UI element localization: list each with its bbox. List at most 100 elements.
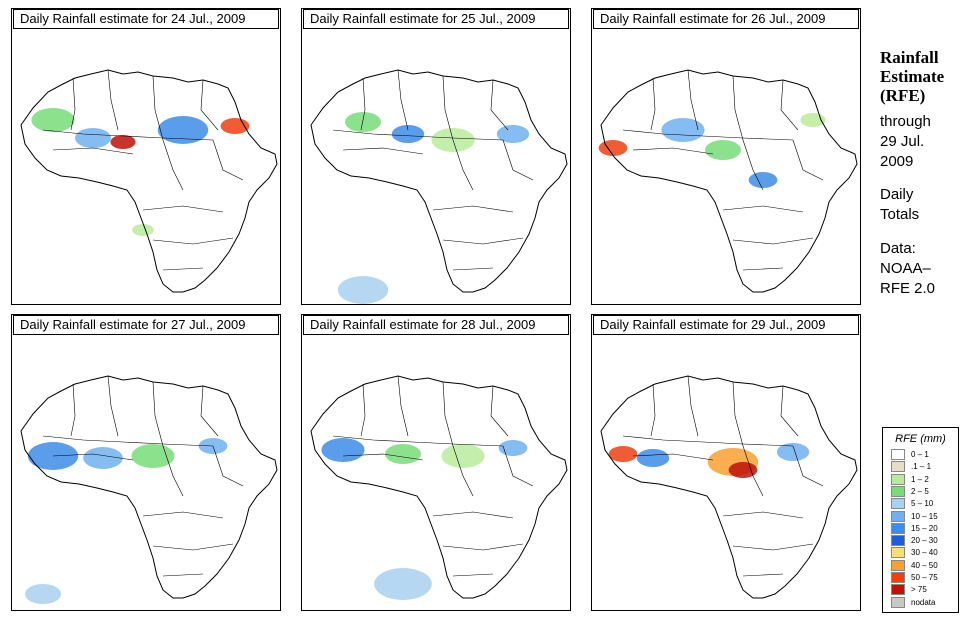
totals-text: Daily Totals — [880, 185, 966, 225]
country-border — [360, 77, 366, 131]
rainfall-area — [131, 444, 175, 468]
rainfall-area — [391, 125, 425, 143]
caption-title-line: (RFE) — [880, 86, 926, 105]
legend-swatch — [891, 473, 905, 485]
country-border — [650, 77, 656, 131]
country-border — [107, 375, 119, 437]
country-border — [42, 435, 214, 447]
legend-label: 2 – 5 — [911, 486, 929, 496]
country-border — [502, 139, 534, 181]
country-border — [442, 237, 524, 245]
legend-label: > 75 — [911, 585, 927, 595]
africa-rainfall-map — [310, 69, 568, 304]
country-border — [722, 205, 804, 213]
country-border — [452, 267, 494, 271]
country-border — [622, 129, 794, 141]
map-panel-26jul: Daily Rainfall estimate for 26 Jul., 200… — [591, 8, 861, 305]
rainfall-area — [598, 140, 628, 156]
country-border — [490, 79, 509, 131]
africa-rainfall-map — [310, 375, 568, 600]
legend-label: 30 – 40 — [911, 548, 938, 558]
coastline — [310, 69, 568, 293]
legend-swatch — [891, 559, 905, 571]
rainfall-area — [31, 108, 75, 132]
country-border — [452, 445, 474, 497]
legend-swatch — [891, 522, 905, 534]
data-source-text: Data: NOAA– RFE 2.0 — [880, 239, 966, 299]
country-border — [792, 445, 824, 487]
country-border — [42, 129, 214, 141]
country-border — [650, 383, 656, 437]
rainfall-area — [636, 449, 670, 467]
country-border — [732, 381, 744, 447]
legend-label: 1 – 2 — [911, 474, 929, 484]
rainfall-area — [661, 118, 705, 142]
country-border — [152, 381, 164, 447]
legend-swatch — [891, 485, 905, 497]
country-border — [722, 511, 804, 519]
rainfall-area — [345, 112, 381, 132]
rainfall-area — [800, 113, 826, 127]
rainfall-area — [705, 140, 741, 160]
end-year: 2009 — [880, 153, 914, 170]
panel-title: Daily Rainfall estimate for 27 Jul., 200… — [13, 315, 279, 335]
country-border — [732, 543, 814, 551]
legend-label: 50 – 75 — [911, 573, 938, 582]
country-border — [780, 79, 799, 131]
rainfall-area — [496, 125, 530, 143]
country-border — [212, 139, 244, 181]
country-border — [200, 79, 219, 131]
date-range-text: through 29 Jul. 2009 — [880, 112, 966, 172]
caption-title-line: Rainfall — [880, 48, 939, 67]
rainfall-area — [75, 128, 111, 148]
country-border — [142, 205, 224, 213]
country-border — [152, 543, 234, 551]
country-border — [442, 381, 454, 447]
country-border — [200, 385, 219, 437]
map-panel-24jul: Daily Rainfall estimate for 24 Jul., 200… — [11, 8, 281, 305]
data-source: NOAA– — [880, 260, 931, 277]
figure-caption: Rainfall Estimate (RFE) through 29 Jul. … — [880, 48, 966, 299]
legend-swatch — [891, 510, 905, 522]
country-border — [742, 445, 764, 497]
panel-title: Daily Rainfall estimate for 26 Jul., 200… — [593, 9, 859, 29]
rainfall-area — [83, 447, 123, 469]
country-border — [70, 77, 76, 131]
africa-rainfall-map — [20, 69, 278, 293]
coastline — [310, 375, 568, 599]
panel-title: Daily Rainfall estimate for 24 Jul., 200… — [13, 9, 279, 29]
panel-title: Daily Rainfall estimate for 28 Jul., 200… — [303, 315, 569, 335]
through-label: through — [880, 113, 931, 130]
country-border — [152, 237, 234, 245]
country-border — [632, 147, 714, 155]
country-border — [162, 139, 184, 191]
rainfall-area — [385, 444, 421, 464]
country-border — [360, 383, 366, 437]
country-border — [52, 453, 134, 461]
legend-label: 0 – 1 — [911, 450, 929, 459]
end-date: 29 Jul. — [880, 133, 925, 150]
legend-label: 40 – 50 — [911, 560, 938, 570]
coastline — [20, 375, 278, 599]
country-border — [732, 237, 814, 245]
country-border — [107, 69, 119, 131]
rainfall-area — [776, 443, 810, 461]
rainfall-area — [321, 438, 365, 462]
map-panel-27jul: Daily Rainfall estimate for 27 Jul., 200… — [11, 314, 281, 611]
country-border — [502, 445, 534, 487]
country-border — [162, 267, 204, 271]
africa-rainfall-map — [598, 69, 858, 293]
country-border — [687, 69, 699, 131]
legend-label: 10 – 15 — [911, 511, 938, 521]
coastline — [600, 375, 858, 599]
panel-title: Daily Rainfall estimate for 25 Jul., 200… — [303, 9, 569, 29]
legend-label: .1 – 1 — [911, 462, 932, 472]
country-border — [742, 267, 784, 271]
country-border — [152, 75, 164, 141]
rainfall-area — [441, 444, 485, 468]
coastline — [20, 69, 278, 293]
country-border — [732, 75, 744, 141]
data-label: Data: — [880, 240, 916, 257]
rainfall-area — [25, 584, 61, 604]
rainfall-area — [220, 118, 250, 134]
